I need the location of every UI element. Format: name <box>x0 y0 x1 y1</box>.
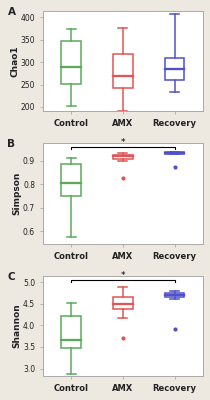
Text: C: C <box>8 272 15 282</box>
Text: B: B <box>8 139 16 149</box>
Y-axis label: Shannon: Shannon <box>13 304 22 348</box>
Text: A: A <box>8 6 16 16</box>
Bar <box>61 316 81 348</box>
Text: *: * <box>121 271 125 280</box>
Bar <box>61 40 81 84</box>
Bar <box>113 54 133 88</box>
Bar <box>113 154 133 159</box>
Bar <box>165 293 184 297</box>
Bar <box>113 297 133 309</box>
Bar <box>61 164 81 196</box>
Y-axis label: Chao1: Chao1 <box>10 45 19 77</box>
Bar <box>165 152 184 154</box>
Text: *: * <box>121 138 125 147</box>
Bar <box>165 58 184 80</box>
Y-axis label: Simpson: Simpson <box>13 172 22 215</box>
